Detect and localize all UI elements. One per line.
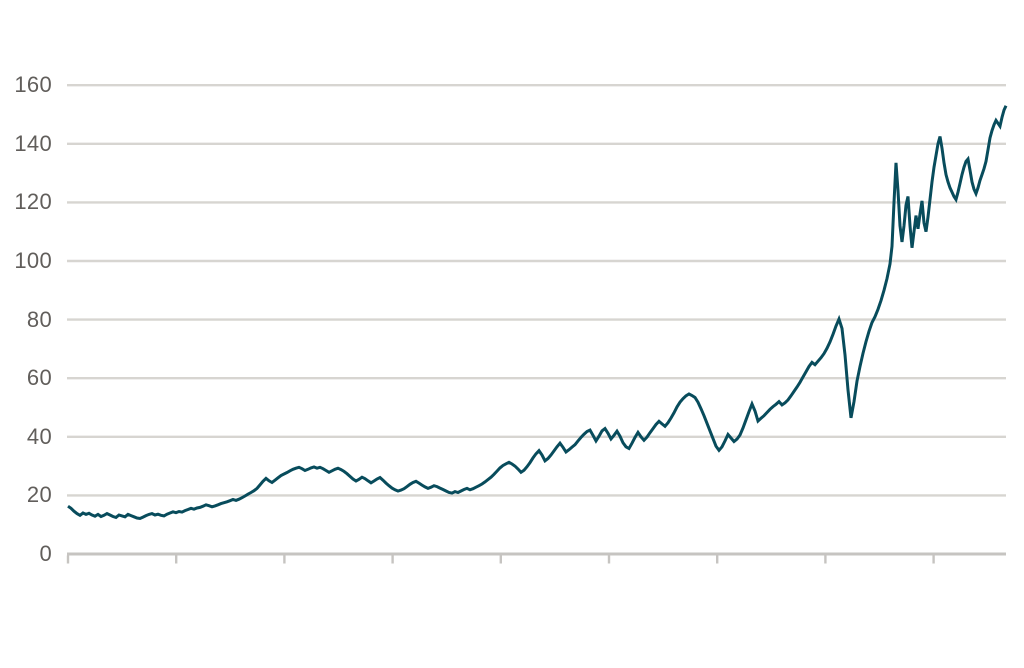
y-axis-label: 160 (14, 72, 52, 97)
y-axis-label: 60 (26, 365, 52, 390)
y-axis-label: 120 (14, 189, 52, 214)
y-axis: 160 140 120 100 80 60 40 20 0 (0, 0, 52, 668)
y-axis-label: 0 (39, 541, 52, 566)
y-axis-label: 80 (26, 307, 52, 332)
y-axis-label: 100 (14, 248, 52, 273)
y-axis-label: 140 (14, 131, 52, 156)
data-series-line (67, 105, 1008, 521)
y-axis-label: 40 (26, 424, 52, 449)
y-axis-label: 20 (26, 482, 52, 507)
